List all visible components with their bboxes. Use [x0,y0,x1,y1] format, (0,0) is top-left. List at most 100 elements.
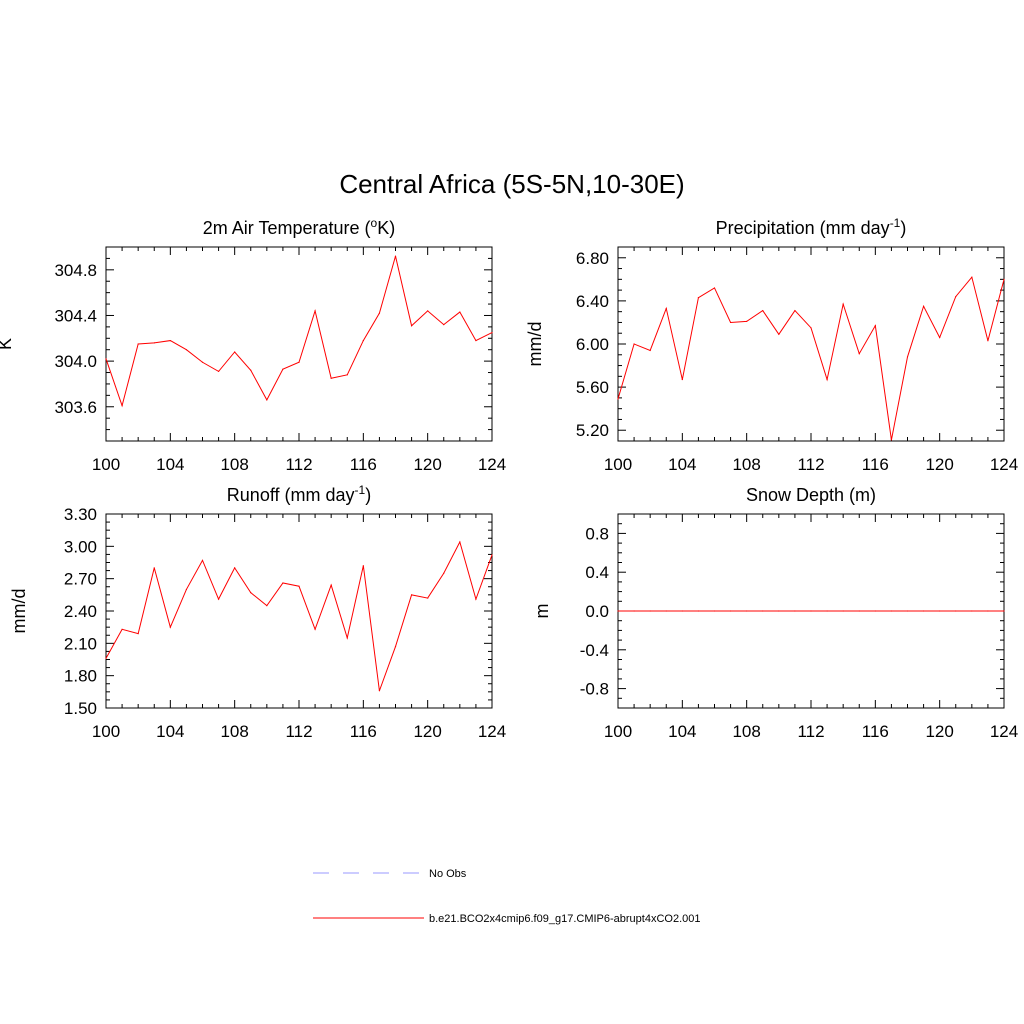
panel-title-text: Runoff (mm day [227,485,355,505]
data-point [906,610,909,612]
data-point [858,353,860,355]
x-tick-label: 100 [92,455,120,474]
y-tick-label: 5.60 [576,378,609,397]
x-tick-label: 104 [156,455,184,474]
data-point [922,610,925,612]
data-point [922,305,925,307]
panel-title-superscript: -1 [890,216,901,230]
panel-title-text: Snow Depth (m) [746,485,876,505]
data-point [906,356,909,358]
y-tick-label: 0.4 [585,563,609,582]
data-point [939,610,941,612]
y-axis-label: m [532,604,552,619]
figure-title: Central Africa (5S-5N,10-30E) [339,169,684,199]
data-point [762,309,764,312]
x-tick-label: 112 [285,455,312,474]
data-point [778,333,780,335]
data-point [121,405,123,407]
y-axis-label: mm/d [525,322,545,367]
panel-title-text-end: K) [377,218,395,238]
legend: No Obs b.e21.BCO2x4cmip6.f09_g17.CMIP6-ab… [313,868,701,925]
data-point [475,598,477,600]
y-tick-label: 3.30 [64,505,97,524]
data-point [697,610,700,612]
data-point [217,598,220,600]
data-point [250,592,252,594]
y-axis-label: K [0,338,15,350]
data-point [810,610,812,612]
data-point [955,610,957,612]
data-point [282,368,284,370]
x-tick-label: 120 [925,722,953,741]
data-point [443,572,445,574]
data-point [121,628,123,630]
panel-title-superscript: -1 [355,483,366,497]
y-tick-label: 0.0 [585,602,609,621]
data-point [971,276,973,278]
y-tick-label: 5.20 [576,421,609,440]
y-tick-label: 304.8 [54,261,97,280]
x-tick-label: 116 [862,455,889,474]
panel-title: Snow Depth (m) [746,485,876,505]
y-tick-label: 303.6 [54,398,97,417]
chart-panel-3: Runoff (mm day-1) 100 104 108 112 116 120 124 1.… [9,483,506,741]
data-point [427,597,429,599]
data-point [378,690,381,692]
x-tick-label: 124 [990,455,1018,474]
data-point [826,378,828,381]
data-point [842,303,844,305]
data-point [794,610,796,612]
data-point [665,307,667,310]
x-tick-label: 100 [604,455,632,474]
x-tick-label: 108 [732,722,760,741]
data-point [169,339,171,342]
legend-label: No Obs [429,868,467,880]
chart-panel-4: Snow Depth (m) 100 104 108 112 116 120 124 -0.8 -… [532,485,1018,741]
data-point [746,610,748,612]
data-point [1003,610,1005,612]
panel-title-text: 2m Air Temperature ( [203,218,371,238]
x-tick-label: 112 [285,722,312,741]
data-point [234,567,236,569]
data-point [649,610,651,612]
data-point [394,645,397,648]
y-tick-label: 1.50 [64,699,97,718]
data-point [362,565,364,567]
data-point [427,310,429,312]
y-tick-label: 2.10 [64,634,97,653]
y-tick-label: 3.00 [64,537,97,556]
data-point [185,349,188,351]
data-point [810,327,812,329]
x-tick-label: 112 [797,722,824,741]
data-point [971,610,973,612]
x-tick-label: 120 [413,722,441,741]
chart-panel-1: 2m Air Temperature (oK) 100 104 108 112 116 12… [0,216,506,474]
data-point [201,559,204,561]
data-point [410,325,413,327]
data-point [713,610,716,612]
data-point [185,588,188,591]
data-point [681,610,683,612]
panel-title-text: Precipitation (mm day [716,218,890,238]
data-point [729,321,732,324]
data-point [697,297,700,299]
x-tick-label: 100 [604,722,632,741]
x-tick-label: 108 [220,455,248,474]
data-point [250,369,252,371]
y-tick-label: 0.8 [585,524,609,543]
x-tick-label: 120 [413,455,441,474]
data-point [443,324,445,326]
data-point [234,351,236,353]
data-point [874,610,876,612]
y-tick-label: -0.8 [580,680,609,699]
x-tick-label: 108 [220,722,248,741]
data-point [105,358,107,360]
data-point [153,567,155,569]
data-point [491,554,493,556]
data-point [939,336,941,339]
data-point [201,361,204,363]
legend-item-2: b.e21.BCO2x4cmip6.f09_g17.CMIP6-abrupt4x… [313,913,701,925]
data-point [298,585,300,587]
data-point [746,320,748,322]
